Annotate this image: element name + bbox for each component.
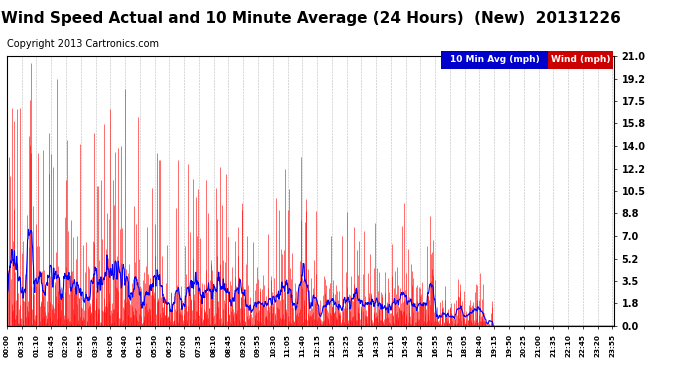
Text: Copyright 2013 Cartronics.com: Copyright 2013 Cartronics.com	[7, 39, 159, 50]
Text: Wind Speed Actual and 10 Minute Average (24 Hours)  (New)  20131226: Wind Speed Actual and 10 Minute Average …	[1, 11, 620, 26]
Text: 10 Min Avg (mph): 10 Min Avg (mph)	[449, 55, 540, 64]
FancyBboxPatch shape	[548, 51, 613, 69]
Text: Wind (mph): Wind (mph)	[551, 55, 611, 64]
FancyBboxPatch shape	[441, 51, 548, 69]
